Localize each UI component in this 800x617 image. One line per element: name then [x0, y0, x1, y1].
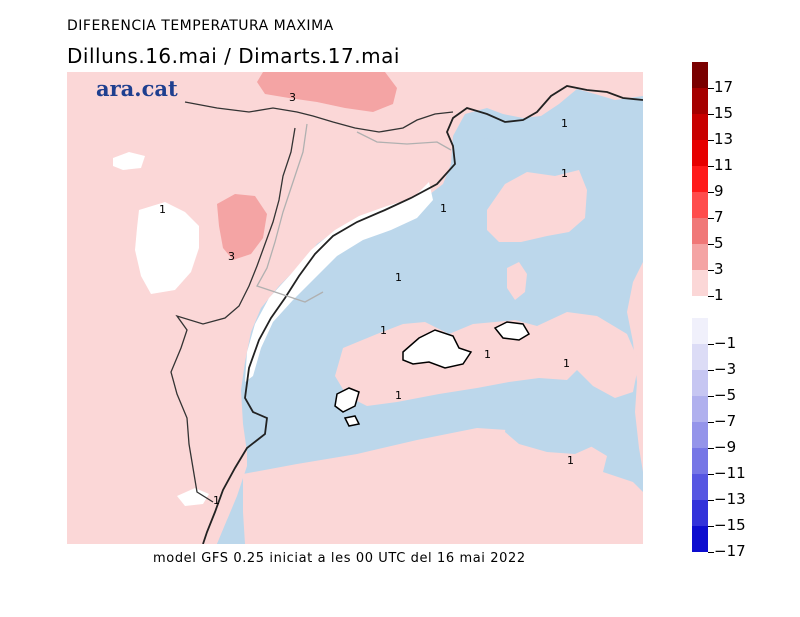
legend-tick: [708, 192, 714, 193]
legend-label: 13: [714, 130, 734, 148]
legend-tick: [708, 140, 714, 141]
legend-tick: [708, 88, 714, 89]
legend-label: −1: [714, 334, 737, 352]
national-border: [184, 101, 454, 133]
contour-label: 1: [567, 454, 574, 467]
legend-swatch-warm: [692, 140, 708, 166]
contour-label: 1: [563, 357, 570, 370]
legend-label: −15: [714, 516, 746, 534]
legend-tick: [708, 166, 714, 167]
east-warm-area: [487, 170, 587, 242]
regional-border: [170, 127, 296, 503]
sea-patch-southwest: [217, 502, 245, 544]
legend-tick: [708, 218, 714, 219]
legend-label: −5: [714, 386, 737, 404]
contour-label: 3: [289, 91, 296, 104]
legend-swatch-warm: [692, 62, 708, 88]
contour-label: 1: [213, 494, 220, 507]
legend-swatch-warm: [692, 270, 708, 296]
contour-label: 1: [484, 348, 491, 361]
legend-swatch-warm: [692, 114, 708, 140]
legend-swatch-warm: [692, 166, 708, 192]
legend-swatch-cool: [692, 370, 708, 396]
legend-tick: [708, 474, 714, 475]
menorca-island: [493, 321, 531, 341]
legend-tick: [708, 344, 714, 345]
legend-tick: [708, 552, 714, 553]
model-info-caption: model GFS 0.25 iniciat a les 00 UTC del …: [153, 551, 526, 566]
legend-label: −7: [714, 412, 737, 430]
legend-label: 3: [714, 260, 724, 278]
contour-label: 3: [228, 250, 235, 263]
legend-tick: [708, 114, 714, 115]
south-warm-area: [243, 428, 643, 544]
ibiza-island: [334, 387, 360, 413]
map-title: DIFERENCIA TEMPERATURA MAXIMA: [67, 18, 334, 34]
legend-tick: [708, 500, 714, 501]
legend-tick: [708, 244, 714, 245]
sea-patch-south: [505, 412, 593, 454]
legend-label: 5: [714, 234, 724, 252]
neutral-inland-area: [135, 202, 199, 294]
legend-swatch-warm: [692, 244, 708, 270]
warm-3-north-area: [257, 72, 397, 112]
legend-tick: [708, 396, 714, 397]
legend-tick: [708, 448, 714, 449]
legend-label: 1: [714, 286, 724, 304]
legend-label: 11: [714, 156, 734, 174]
legend-label: −3: [714, 360, 737, 378]
temperature-difference-map: 3 1 1 1 3 1 1 1 1 1 1 1 1: [67, 72, 643, 544]
legend-tick: [708, 296, 714, 297]
legend-swatch-cool: [692, 396, 708, 422]
contour-label: 1: [159, 203, 166, 216]
legend-swatch-cool: [692, 474, 708, 500]
legend-swatch-warm: [692, 88, 708, 114]
legend-swatch-warm: [692, 218, 708, 244]
ara-cat-logo[interactable]: ara.cat: [96, 76, 178, 101]
legend-label: −13: [714, 490, 746, 508]
legend-label: 7: [714, 208, 724, 226]
neutral-coast-strip: [245, 182, 433, 382]
warm-3-inland-area: [217, 194, 267, 260]
contour-label: 1: [395, 271, 402, 284]
formentera-island: [343, 415, 361, 427]
legend-tick: [708, 422, 714, 423]
contour-label: 1: [561, 167, 568, 180]
legend-swatch-cool: [692, 344, 708, 370]
neutral-small-area-1: [113, 152, 145, 170]
contour-label: 1: [380, 324, 387, 337]
coastline: [202, 85, 643, 544]
contour-label: 1: [395, 389, 402, 402]
legend-tick: [708, 370, 714, 371]
legend-swatch-cool: [692, 526, 708, 552]
legend-swatch-cool: [692, 500, 708, 526]
contour-label: 1: [561, 117, 568, 130]
map-subtitle: Dilluns.16.mai / Dimarts.17.mai: [67, 44, 400, 68]
legend-label: −9: [714, 438, 737, 456]
legend-label: 9: [714, 182, 724, 200]
legend-swatch-cool: [692, 422, 708, 448]
legend-label: −17: [714, 542, 746, 560]
legend-swatch-cool: [692, 318, 708, 344]
legend-label: 17: [714, 78, 734, 96]
internal-border: [256, 123, 452, 303]
legend-label: 15: [714, 104, 734, 122]
legend-swatch-warm: [692, 192, 708, 218]
legend-swatch-cool: [692, 448, 708, 474]
mallorca-island: [402, 329, 473, 369]
contour-label: 1: [440, 202, 447, 215]
legend-tick: [708, 526, 714, 527]
small-warm-island-area: [507, 262, 527, 300]
sea-patch-north: [481, 118, 507, 140]
east-lower-warm-area: [537, 312, 639, 398]
legend-label: −11: [714, 464, 746, 482]
neutral-small-area-2: [177, 488, 209, 506]
legend-tick: [708, 270, 714, 271]
